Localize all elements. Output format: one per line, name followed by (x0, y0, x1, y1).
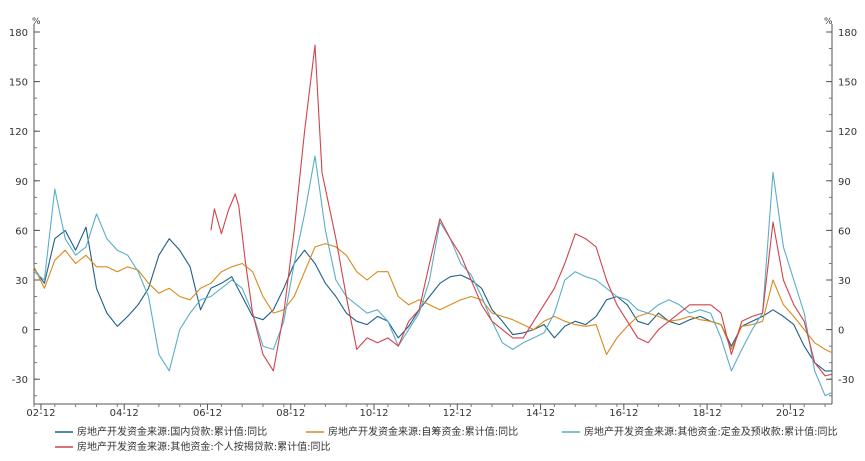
y-tick-label-right: 0 (838, 326, 844, 337)
legend-label-1: 房地产开发资金来源:国内贷款:累计值:同比 (77, 425, 267, 438)
y-tick-label-left: 60 (15, 226, 28, 237)
y-tick-label-left: 150 (9, 78, 28, 89)
x-tick-label: 14-12 (526, 408, 555, 419)
y-tick-label-right: 180 (838, 28, 857, 39)
x-tick-label: 20-12 (776, 408, 805, 419)
y-tick-label-right: 90 (838, 177, 851, 188)
y-tick-label-left: -30 (12, 375, 28, 386)
y-axis-left-unit: % (32, 17, 41, 27)
series-line-1 (33, 226, 832, 372)
x-tick-label: 16-12 (609, 408, 638, 419)
y-tick-label-right: 150 (838, 78, 857, 89)
y-tick-label-left: 180 (9, 28, 28, 39)
x-tick-label: 10-12 (359, 408, 388, 419)
x-tick-label: 08-12 (276, 408, 305, 419)
y-tick-label-left: 30 (15, 276, 28, 287)
y-tick-label-left: 90 (15, 177, 28, 188)
legend-label-2: 房地产开发资金来源:自筹资金:累计值:同比 (328, 425, 518, 438)
x-tick-label: 04-12 (110, 408, 139, 419)
y-axis-right-unit: % (824, 17, 833, 27)
y-tick-label-right: 120 (838, 127, 857, 138)
y-tick-label-left: 0 (22, 326, 28, 337)
y-tick-label-right: 60 (838, 226, 851, 237)
x-tick-label: 02-12 (26, 408, 55, 419)
legend-label-3: 房地产开发资金来源:其他资金:定金及预收款:累计值:同比 (584, 425, 837, 438)
y-tick-label-left: 120 (9, 127, 28, 138)
legend-label-4: 房地产开发资金来源:其他资金:个人按揭贷款:累计值:同比 (77, 440, 330, 453)
x-tick-label: 06-12 (193, 408, 222, 419)
series-line-2 (33, 243, 833, 355)
x-tick-label: 18-12 (693, 408, 722, 419)
x-tick-label: 12-12 (443, 408, 472, 419)
y-tick-label-right: 30 (838, 276, 851, 287)
series-line-3 (33, 155, 833, 397)
series-line-4 (210, 44, 833, 377)
y-tick-label-right: -30 (838, 375, 854, 386)
